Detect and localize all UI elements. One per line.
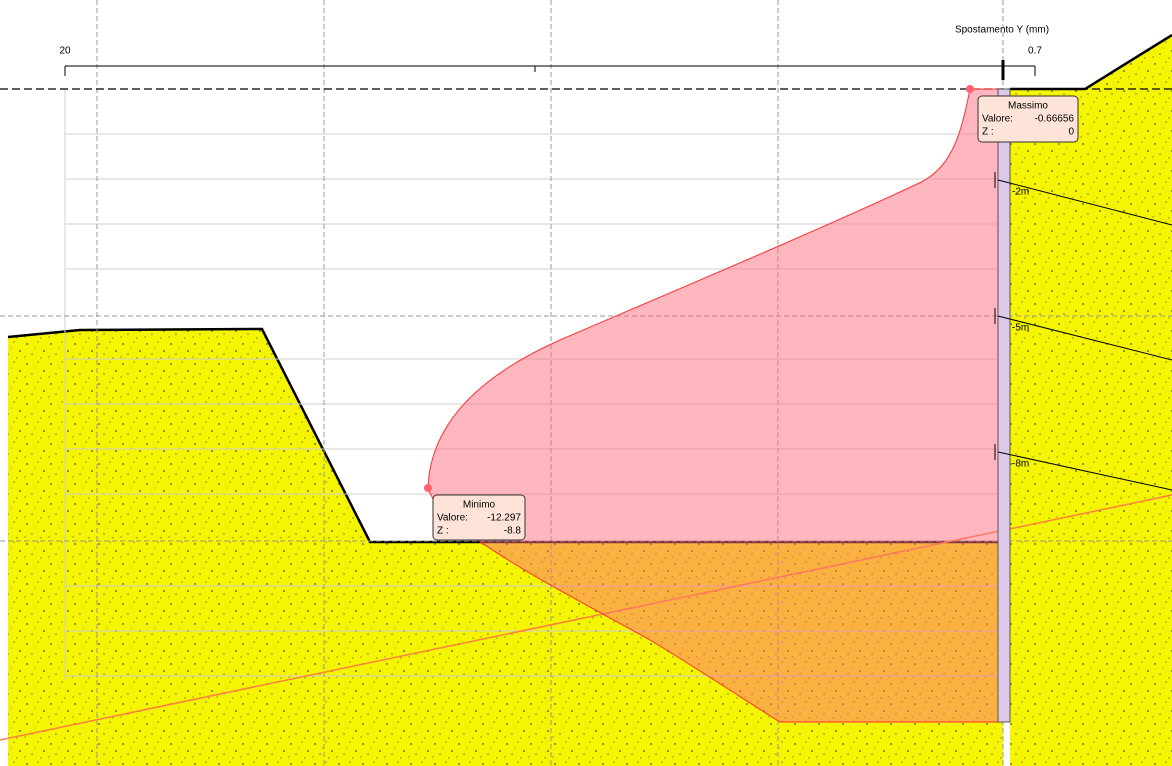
max-point	[966, 85, 974, 93]
scale-left: 20	[59, 46, 71, 57]
soil-right	[1010, 35, 1172, 766]
max-value-label: Valore:	[982, 114, 1013, 125]
max-z: 0	[1068, 127, 1074, 138]
max-box	[977, 95, 1079, 143]
displacement-area	[427, 88, 1004, 723]
anchor-label: -5m	[1012, 323, 1029, 334]
max-value: -0.66656	[1035, 114, 1075, 125]
min-point	[424, 484, 432, 492]
axis-label: Spostamento Y (mm)	[955, 25, 1049, 36]
min-box	[432, 494, 526, 541]
anchor-label: -2m	[1012, 187, 1029, 198]
min-value-label: Valore:	[437, 513, 468, 524]
min-value: -12.297	[487, 513, 521, 524]
anchors	[994, 172, 1172, 491]
scale-right: 0.7	[1028, 46, 1042, 57]
min-z-label: Z :	[437, 526, 449, 537]
max-title: Massimo	[1008, 101, 1048, 112]
anchor-label: -8m	[1012, 459, 1029, 470]
max-z-label: Z :	[982, 127, 994, 138]
wall	[997, 88, 1011, 723]
min-z: -8.8	[504, 526, 522, 537]
min-title: Minimo	[463, 500, 496, 511]
scale-bar	[64, 60, 1036, 80]
